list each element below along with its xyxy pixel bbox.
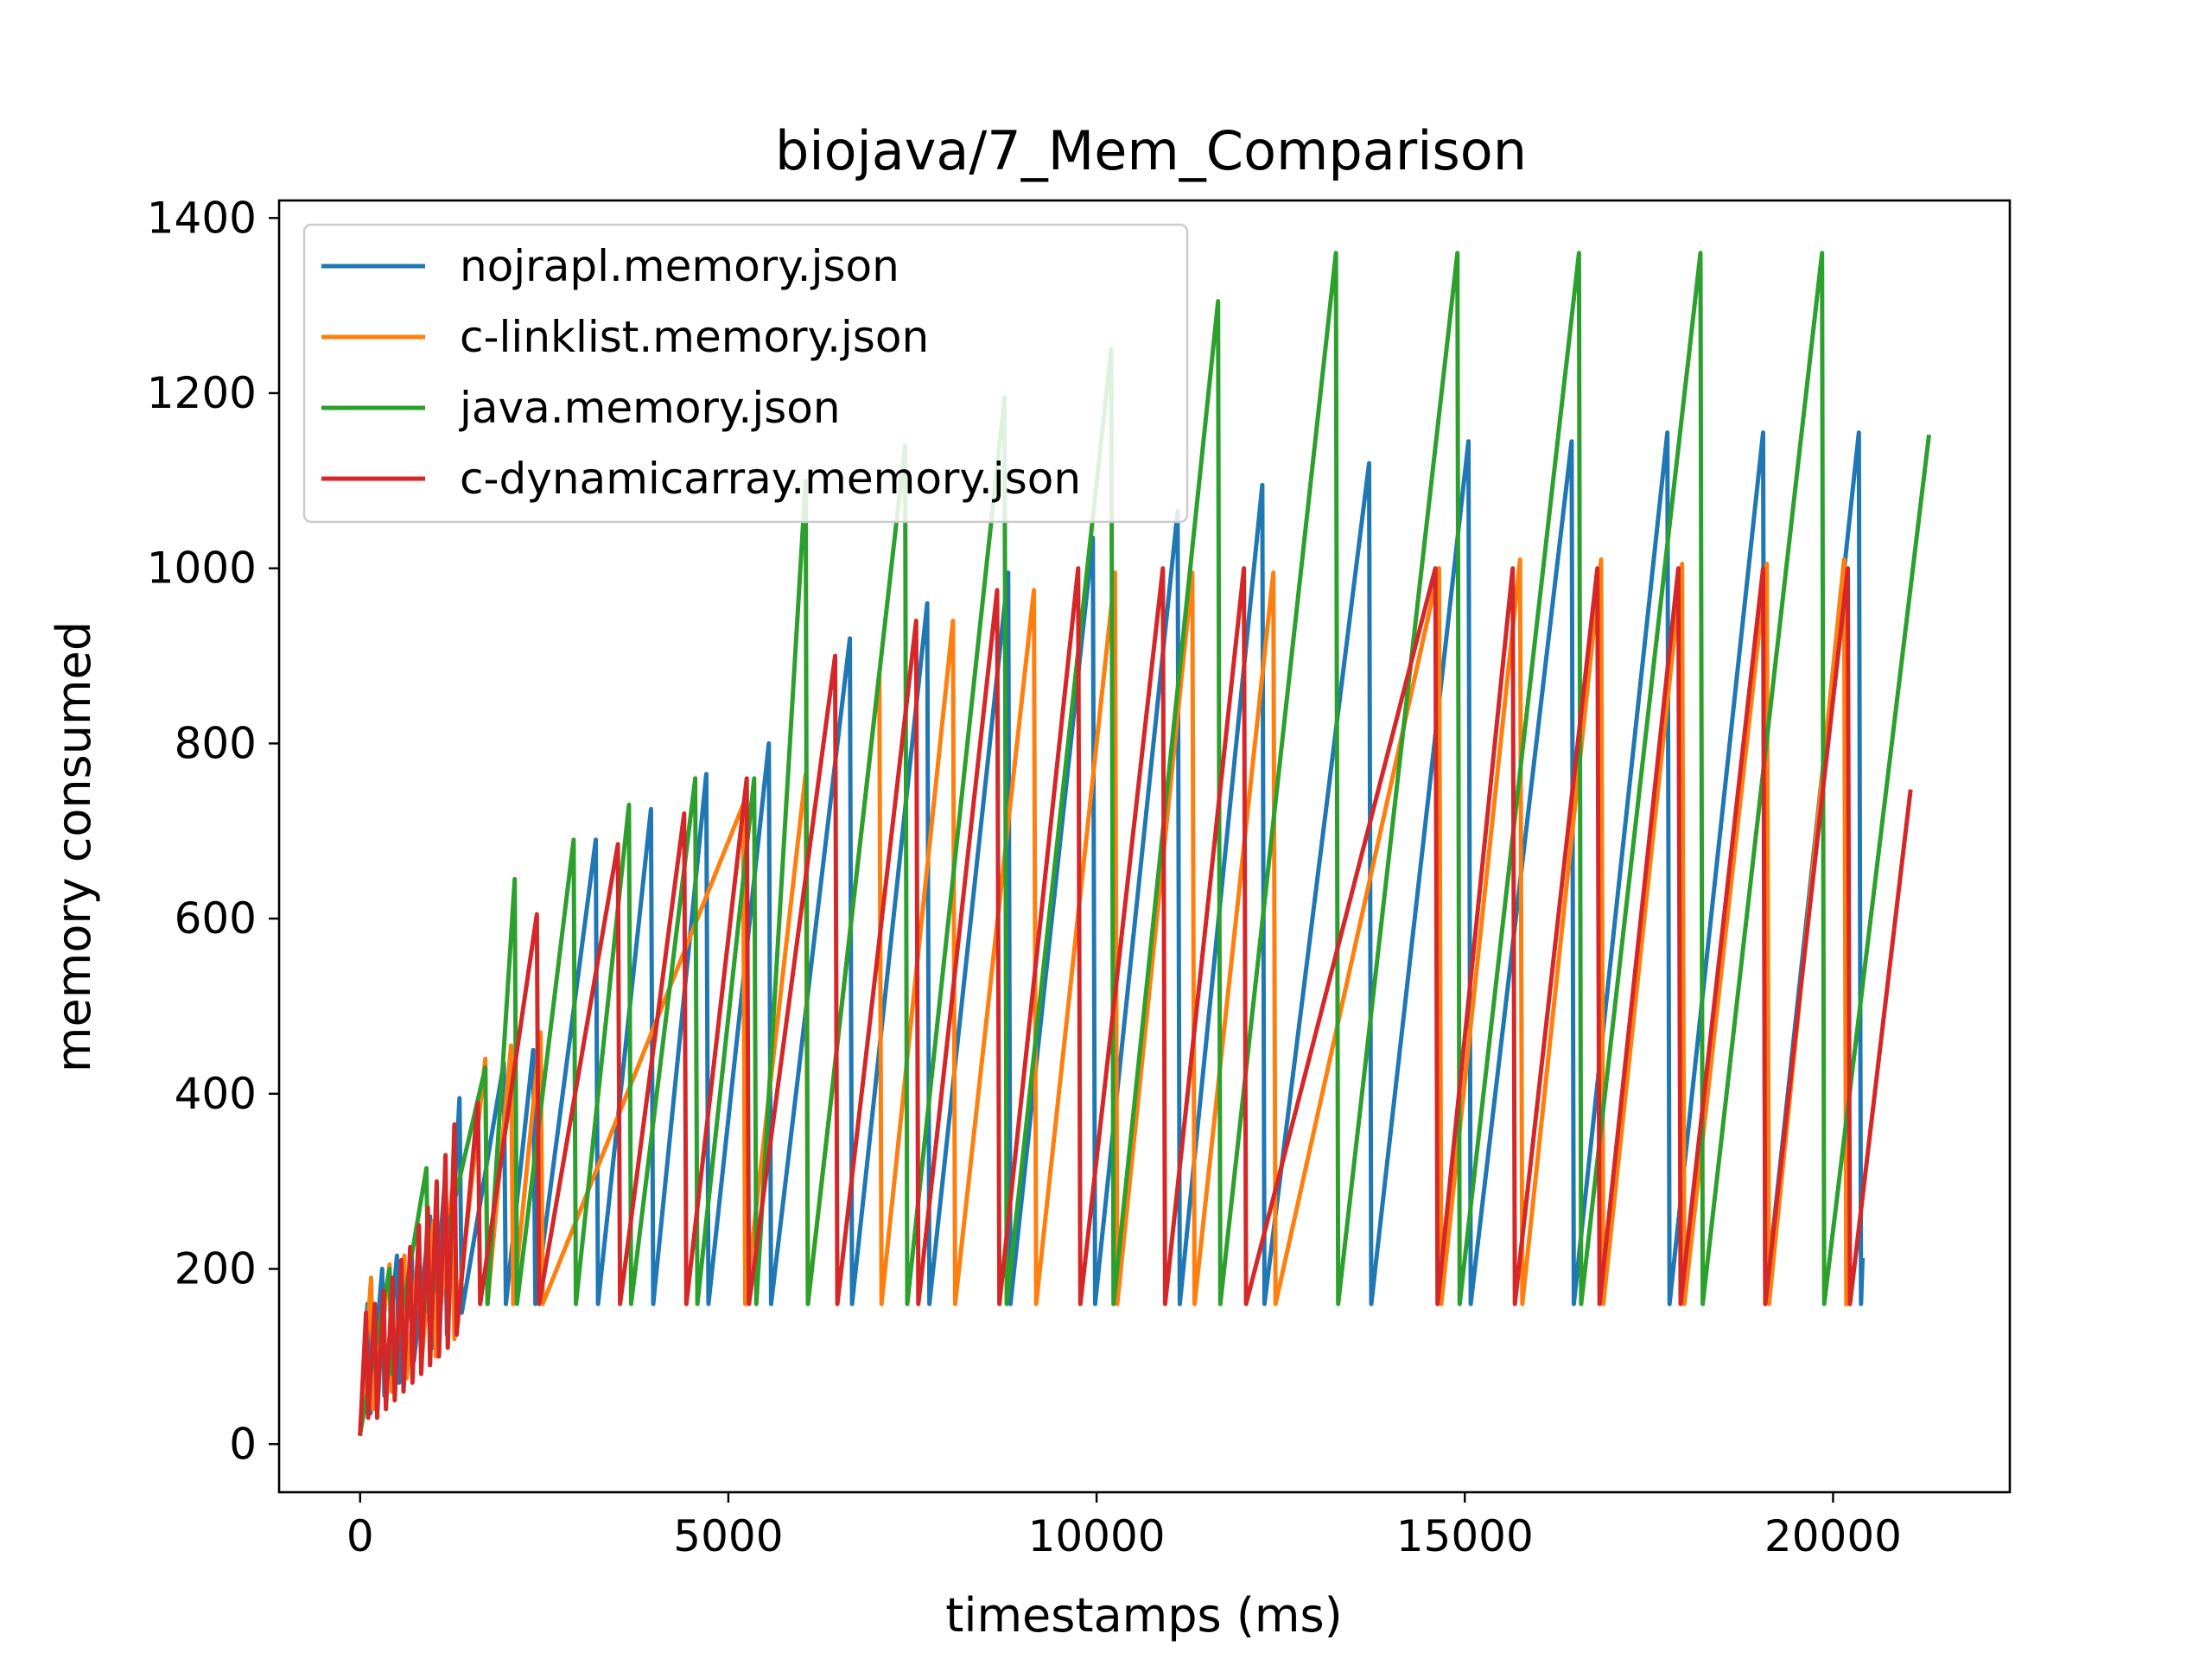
legend-items: nojrapl.memory.json c-linklist.memory.jso… bbox=[321, 241, 1081, 504]
x-tick-label: 0 bbox=[346, 1511, 374, 1561]
y-tick-label: 600 bbox=[175, 893, 257, 944]
x-axis: 0 5000 10000 15000 20000 bbox=[346, 1492, 1902, 1561]
series-line-3 bbox=[358, 566, 1913, 1436]
legend-label-3: c-dynamicarray.memory.json bbox=[460, 454, 1081, 504]
y-axis: 0 200 400 600 800 1000 1200 1400 bbox=[147, 193, 279, 1469]
x-tick-label: 20000 bbox=[1764, 1511, 1902, 1561]
x-tick-label: 5000 bbox=[673, 1511, 783, 1561]
legend-label-1: c-linklist.memory.json bbox=[460, 312, 929, 362]
x-axis-label: timestamps (ms) bbox=[945, 1588, 1342, 1643]
legend: nojrapl.memory.json c-linklist.memory.jso… bbox=[302, 223, 1189, 524]
plot-area bbox=[277, 199, 2012, 1494]
chart-title: biojava/7_Mem_Comparison bbox=[775, 119, 1527, 182]
y-tick-label: 200 bbox=[175, 1244, 257, 1294]
y-tick-label: 1400 bbox=[147, 193, 257, 243]
y-tick-label: 800 bbox=[175, 718, 257, 768]
x-tick-label: 10000 bbox=[1028, 1511, 1166, 1561]
y-tick-label: 1000 bbox=[147, 543, 257, 594]
y-tick-label: 1200 bbox=[147, 368, 257, 418]
legend-label-0: nojrapl.memory.json bbox=[460, 241, 899, 291]
series-layer bbox=[357, 251, 1931, 1437]
legend-label-2: java.memory.json bbox=[459, 383, 841, 433]
y-axis-label: memory consumed bbox=[47, 621, 101, 1072]
x-tick-label: 15000 bbox=[1396, 1511, 1534, 1561]
axes-frame bbox=[277, 199, 2012, 1494]
y-tick-label: 0 bbox=[229, 1419, 257, 1469]
y-tick-label: 400 bbox=[175, 1069, 257, 1119]
legend-box bbox=[302, 223, 1189, 524]
